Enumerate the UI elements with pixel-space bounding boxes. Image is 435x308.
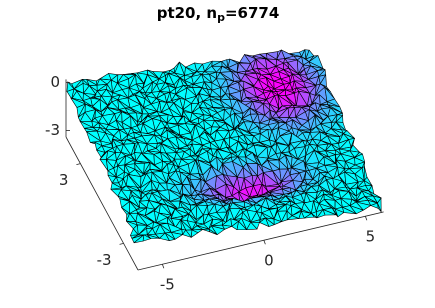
z-tick-label: -3 [45,121,60,139]
x-tick-label: 5 [366,228,376,246]
mesh-triangle [203,229,210,232]
y-tick [76,164,80,165]
chart-title: pt20, np=6774 [157,4,280,25]
y-tick [120,243,124,244]
surface-mesh [67,50,381,243]
y-tick-label: 3 [59,171,69,189]
x-tick-label: 0 [264,252,274,270]
x-tick-label: -5 [160,276,175,294]
x-tick [365,216,367,220]
title-subscript: p [217,11,225,24]
x-tick [162,264,164,268]
title-rest: =6774 [225,4,279,22]
title-main: pt20, n [157,4,217,22]
x-tick [264,240,266,244]
y-tick-label: -3 [97,251,112,269]
z-tick-label: 0 [50,73,60,91]
